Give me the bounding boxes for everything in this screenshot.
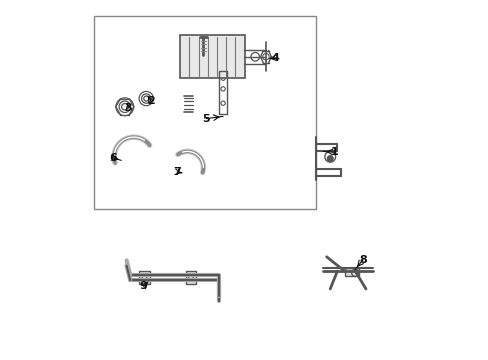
Bar [139, 271, 149, 284]
Text: 1: 1 [330, 147, 338, 157]
Bar [180, 35, 244, 78]
Text: 6: 6 [109, 153, 117, 163]
Text: 3: 3 [124, 103, 132, 113]
Text: 7: 7 [173, 167, 181, 177]
Text: 8: 8 [359, 255, 366, 265]
Circle shape [326, 156, 332, 161]
Text: 9: 9 [140, 282, 147, 292]
Text: 2: 2 [146, 96, 154, 106]
Bar [185, 271, 196, 284]
Bar [344, 267, 358, 276]
Text: 4: 4 [271, 53, 279, 63]
Text: 5: 5 [202, 113, 210, 123]
